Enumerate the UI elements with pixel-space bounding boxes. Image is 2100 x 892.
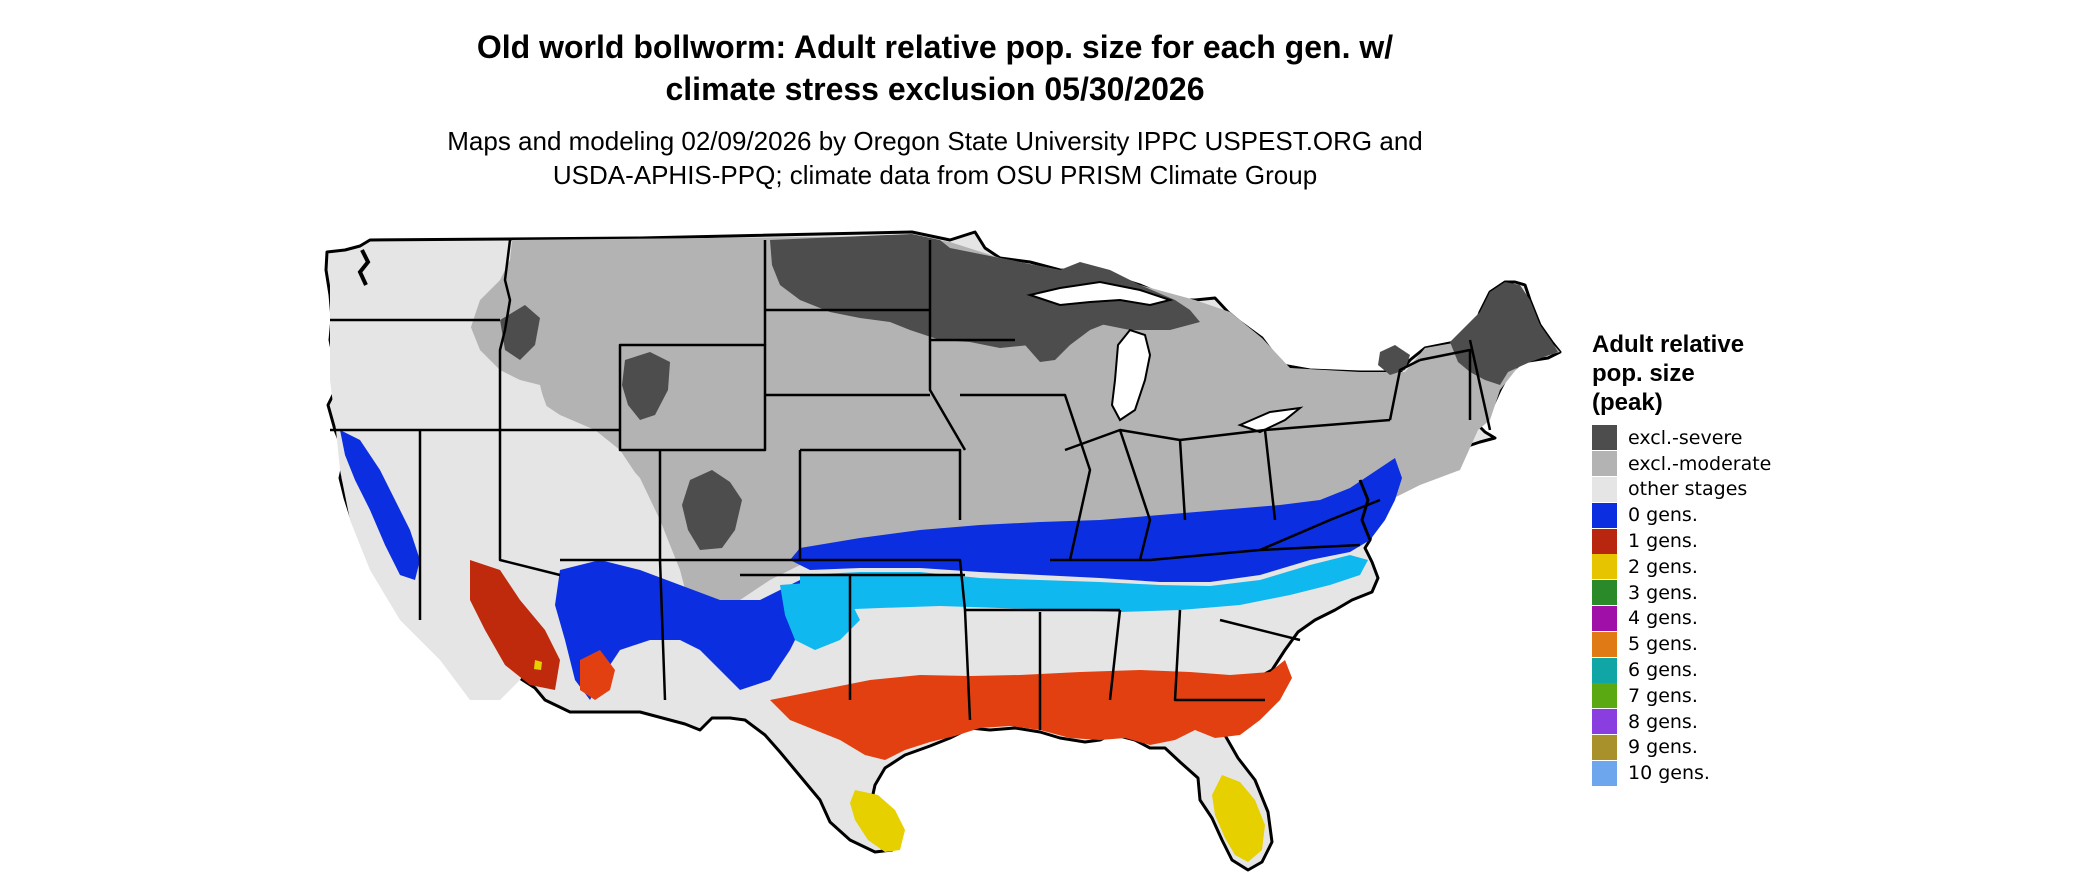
legend-swatch (1592, 709, 1617, 735)
legend-label: excl.-severe (1628, 426, 1743, 449)
legend-item: 0 gens. (1592, 502, 1812, 528)
two-gens-florida (1212, 775, 1265, 862)
legend: Adult relative pop. size (peak) excl.-se… (1592, 330, 1812, 786)
legend-label: 6 gens. (1628, 659, 1698, 682)
two-gens-arizona-dot (534, 660, 542, 670)
legend-label: 1 gens. (1628, 530, 1698, 553)
severe-exclusion-new-england (1450, 282, 1558, 385)
cyan-band-south (800, 555, 1368, 612)
map-subtitle: Maps and modeling 02/09/2026 by Oregon S… (0, 124, 1870, 192)
severe-exclusion-north-dakota-minnesota (770, 234, 1200, 360)
cyan-band-texas (780, 582, 860, 650)
severe-exclusion-idaho (500, 305, 540, 360)
legend-label: 10 gens. (1628, 762, 1710, 785)
chesapeake-bay (1358, 479, 1372, 541)
legend-item: excl.-moderate (1592, 451, 1812, 477)
puget-sound (357, 249, 371, 286)
legend-item: 8 gens. (1592, 709, 1812, 735)
legend-swatch (1592, 631, 1617, 657)
state-borders (330, 239, 1492, 730)
legend-swatch (1592, 425, 1617, 451)
legend-item: 4 gens. (1592, 605, 1812, 632)
legend-swatch (1592, 605, 1617, 631)
severe-exclusion-ny-patch (1378, 345, 1410, 375)
one-gen-arizona-south (580, 650, 615, 700)
one-gen-band-southeast (770, 660, 1292, 760)
legend-item: other stages (1592, 476, 1812, 503)
legend-label: 0 gens. (1628, 504, 1698, 527)
subtitle-line-1: Maps and modeling 02/09/2026 by Oregon S… (447, 126, 1423, 156)
legend-swatch (1592, 502, 1617, 528)
legend-title-line-3: (peak) (1592, 389, 1663, 416)
title-line-1: Old world bollworm: Adult relative pop. … (476, 29, 1394, 65)
legend-swatch (1592, 760, 1617, 786)
severe-exclusion-wyoming (622, 352, 670, 420)
legend-item: 6 gens. (1592, 657, 1812, 683)
legend-swatch (1592, 580, 1617, 606)
legend-item: 3 gens. (1592, 580, 1812, 606)
legend-label: 4 gens. (1628, 607, 1698, 630)
legend-swatch (1592, 554, 1617, 580)
legend-swatch (1592, 683, 1617, 709)
legend-swatch (1592, 734, 1617, 760)
legend-items: excl.-severe excl.-moderate other stages 0 … (1592, 425, 1812, 786)
legend-item: excl.-severe (1592, 425, 1812, 451)
legend-swatch (1592, 451, 1617, 477)
legend-title-line-1: Adult relative (1592, 331, 1745, 358)
legend-label: 9 gens. (1628, 736, 1698, 759)
legend-swatch (1592, 657, 1617, 683)
legend-item: 9 gens. (1592, 734, 1812, 761)
legend-swatch (1592, 528, 1617, 554)
legend-label: excl.-moderate (1628, 452, 1772, 475)
legend-label: 3 gens. (1628, 581, 1698, 604)
legend-item: 10 gens. (1592, 760, 1812, 786)
lake-superior (1026, 280, 1174, 307)
one-gen-arizona (470, 560, 560, 690)
legend-label: 2 gens. (1628, 555, 1698, 578)
zero-gens-band-west (555, 560, 820, 700)
legend-swatch (1592, 476, 1617, 502)
two-gens-south-texas (850, 790, 905, 852)
moderate-exclusion-north (470, 236, 1560, 615)
map-title: Old world bollworm: Adult relative pop. … (0, 26, 1870, 110)
severe-exclusion-colorado (682, 470, 742, 550)
subtitle-line-2: USDA-APHIS-PPQ; climate data from OSU PR… (552, 160, 1318, 190)
legend-label: 5 gens. (1628, 633, 1698, 656)
legend-title: Adult relative pop. size (peak) (1592, 330, 1812, 417)
legend-item: 7 gens. (1592, 683, 1812, 709)
legend-label: 7 gens. (1628, 684, 1698, 707)
legend-title-line-2: pop. size (1592, 360, 1695, 387)
legend-item: 1 gens. (1592, 528, 1812, 554)
legend-label: other stages (1628, 478, 1748, 501)
legend-item: 5 gens. (1592, 631, 1812, 657)
severe-exclusion-wisconsin (1015, 285, 1150, 362)
title-line-2: climate stress exclusion 05/30/2026 (665, 71, 1205, 107)
zero-gens-california (340, 430, 420, 580)
legend-item: 2 gens. (1592, 554, 1812, 580)
lake-michigan (1110, 328, 1152, 422)
legend-label: 8 gens. (1628, 710, 1698, 733)
